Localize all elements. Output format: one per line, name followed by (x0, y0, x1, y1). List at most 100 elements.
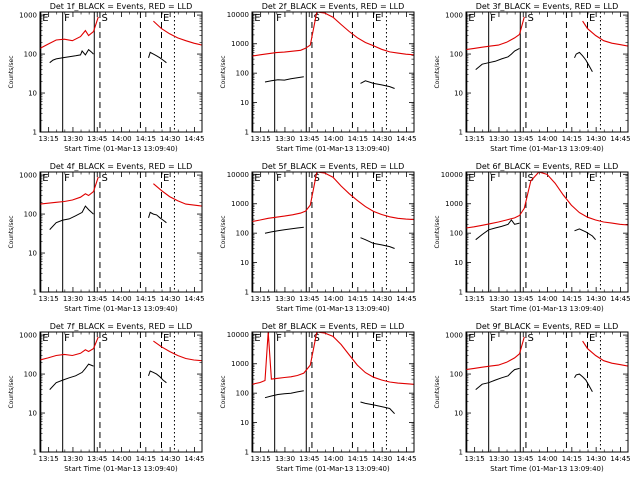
marker-label: E (163, 13, 169, 24)
x-tick-label: 13:45 (87, 135, 107, 143)
plot-frame (251, 171, 415, 293)
y-tick-label: 1 (459, 289, 463, 297)
x-tick-label: 14:00 (323, 135, 343, 143)
y-axis-label: Counts/sec (220, 375, 227, 408)
x-tick-label: 13:15 (251, 295, 271, 303)
y-tick-label: 10 (454, 410, 463, 418)
x-tick-label: 13:30 (63, 135, 83, 143)
x-tick-label: 13:15 (465, 455, 485, 463)
x-tick-label: 14:15 (136, 455, 156, 463)
marker-label: F (276, 333, 282, 344)
x-tick-label: 13:15 (39, 295, 59, 303)
series-events-line (360, 401, 395, 415)
y-tick-label: 1000 (19, 172, 37, 180)
panel-det-3: Det 3f_BLACK = Events, RED = LLD Counts/s… (434, 2, 631, 153)
y-tick-label: 1 (33, 289, 37, 297)
marker-label: E (163, 333, 169, 344)
series-events-line (574, 51, 593, 73)
marker-label: E (589, 13, 595, 24)
series-lld-line (40, 16, 99, 49)
marker-label: F (64, 173, 70, 184)
x-tick-label: 14:15 (136, 295, 156, 303)
marker-label: S (313, 13, 319, 24)
x-tick-label: 14:00 (537, 295, 557, 303)
marker-label: E (254, 173, 260, 184)
series-lld-line (252, 12, 414, 57)
y-tick-label: 10 (240, 259, 249, 267)
marker-label: F (276, 13, 282, 24)
marker-label: E (163, 173, 169, 184)
marker-label: F (276, 173, 282, 184)
series-lld-line (153, 183, 202, 207)
y-tick-label: 100 (24, 51, 37, 59)
marker-label: E (589, 333, 595, 344)
x-tick-label: 14:30 (160, 455, 180, 463)
series-events-line (475, 47, 520, 70)
y-tick-label: 10 (28, 410, 37, 418)
x-tick-label: 14:00 (323, 455, 343, 463)
y-axis-label: Counts/sec (8, 375, 15, 408)
marker-label: E (42, 13, 48, 24)
y-tick-label: 1 (245, 129, 249, 137)
x-tick-label: 13:15 (251, 135, 271, 143)
y-tick-label: 1 (459, 129, 463, 137)
y-axis-label: Counts/sec (434, 215, 441, 248)
y-tick-label: 10 (28, 90, 37, 98)
x-tick-label: 14:30 (372, 295, 392, 303)
x-tick-label: 14:45 (396, 455, 416, 463)
x-tick-label: 13:15 (465, 135, 485, 143)
panel-title: Det 3f_BLACK = Events, RED = LLD (476, 2, 619, 11)
x-tick-label: 14:45 (610, 295, 630, 303)
series-events-line (264, 390, 304, 399)
x-tick-label: 14:00 (323, 295, 343, 303)
y-tick-label: 1000 (231, 360, 249, 368)
y-tick-label: 1000 (445, 332, 463, 340)
x-axis-label: Start Time (01-Mar-13 13:09:40) (276, 305, 390, 313)
x-tick-label: 13:45 (513, 455, 533, 463)
series-events-line (264, 76, 304, 83)
marker-label: F (64, 13, 70, 24)
panel-det-4: Det 4f_BLACK = Events, RED = LLD Counts/s… (8, 162, 205, 313)
series-events-line (264, 226, 304, 234)
series-lld-line (466, 336, 525, 371)
x-tick-label: 14:30 (372, 135, 392, 143)
marker-label: S (101, 173, 107, 184)
panel-title: Det 2f_BLACK = Events, RED = LLD (262, 2, 405, 11)
series-events-line (49, 363, 94, 390)
y-tick-label: 10000 (227, 11, 249, 19)
y-axis-label: Counts/sec (8, 55, 15, 88)
series-events-line (148, 370, 167, 384)
x-tick-label: 14:15 (348, 295, 368, 303)
x-axis-label: Start Time (01-Mar-13 13:09:40) (490, 145, 604, 153)
y-tick-label: 1000 (445, 12, 463, 20)
y-axis-label: Counts/sec (434, 55, 441, 88)
plot-frame (251, 331, 415, 453)
x-tick-label: 14:00 (537, 455, 557, 463)
x-tick-label: 14:00 (111, 455, 131, 463)
panel-title: Det 8f_BLACK = Events, RED = LLD (262, 322, 405, 331)
y-axis-label: Counts/sec (220, 55, 227, 88)
marker-label: F (64, 333, 70, 344)
x-axis-label: Start Time (01-Mar-13 13:09:40) (276, 145, 390, 153)
x-tick-label: 13:15 (251, 455, 271, 463)
panel-det-8: Det 8f_BLACK = Events, RED = LLD Counts/s… (220, 322, 417, 473)
plot-frame (465, 11, 629, 133)
panel-title: Det 6f_BLACK = Events, RED = LLD (476, 162, 619, 171)
x-tick-label: 13:45 (299, 295, 319, 303)
x-axis-label: Start Time (01-Mar-13 13:09:40) (276, 465, 390, 473)
marker-label: F (490, 333, 496, 344)
x-axis-label: Start Time (01-Mar-13 13:09:40) (64, 465, 178, 473)
y-tick-label: 10 (240, 419, 249, 427)
x-tick-label: 14:15 (136, 135, 156, 143)
x-tick-label: 13:15 (39, 455, 59, 463)
y-tick-label: 10 (454, 90, 463, 98)
x-tick-label: 13:45 (299, 135, 319, 143)
marker-label: S (101, 13, 107, 24)
panel-title: Det 5f_BLACK = Events, RED = LLD (262, 162, 405, 171)
x-tick-label: 13:30 (63, 295, 83, 303)
x-tick-label: 14:45 (184, 455, 204, 463)
y-tick-label: 10000 (441, 171, 463, 179)
x-tick-label: 13:45 (87, 295, 107, 303)
series-lld-line (582, 20, 628, 47)
